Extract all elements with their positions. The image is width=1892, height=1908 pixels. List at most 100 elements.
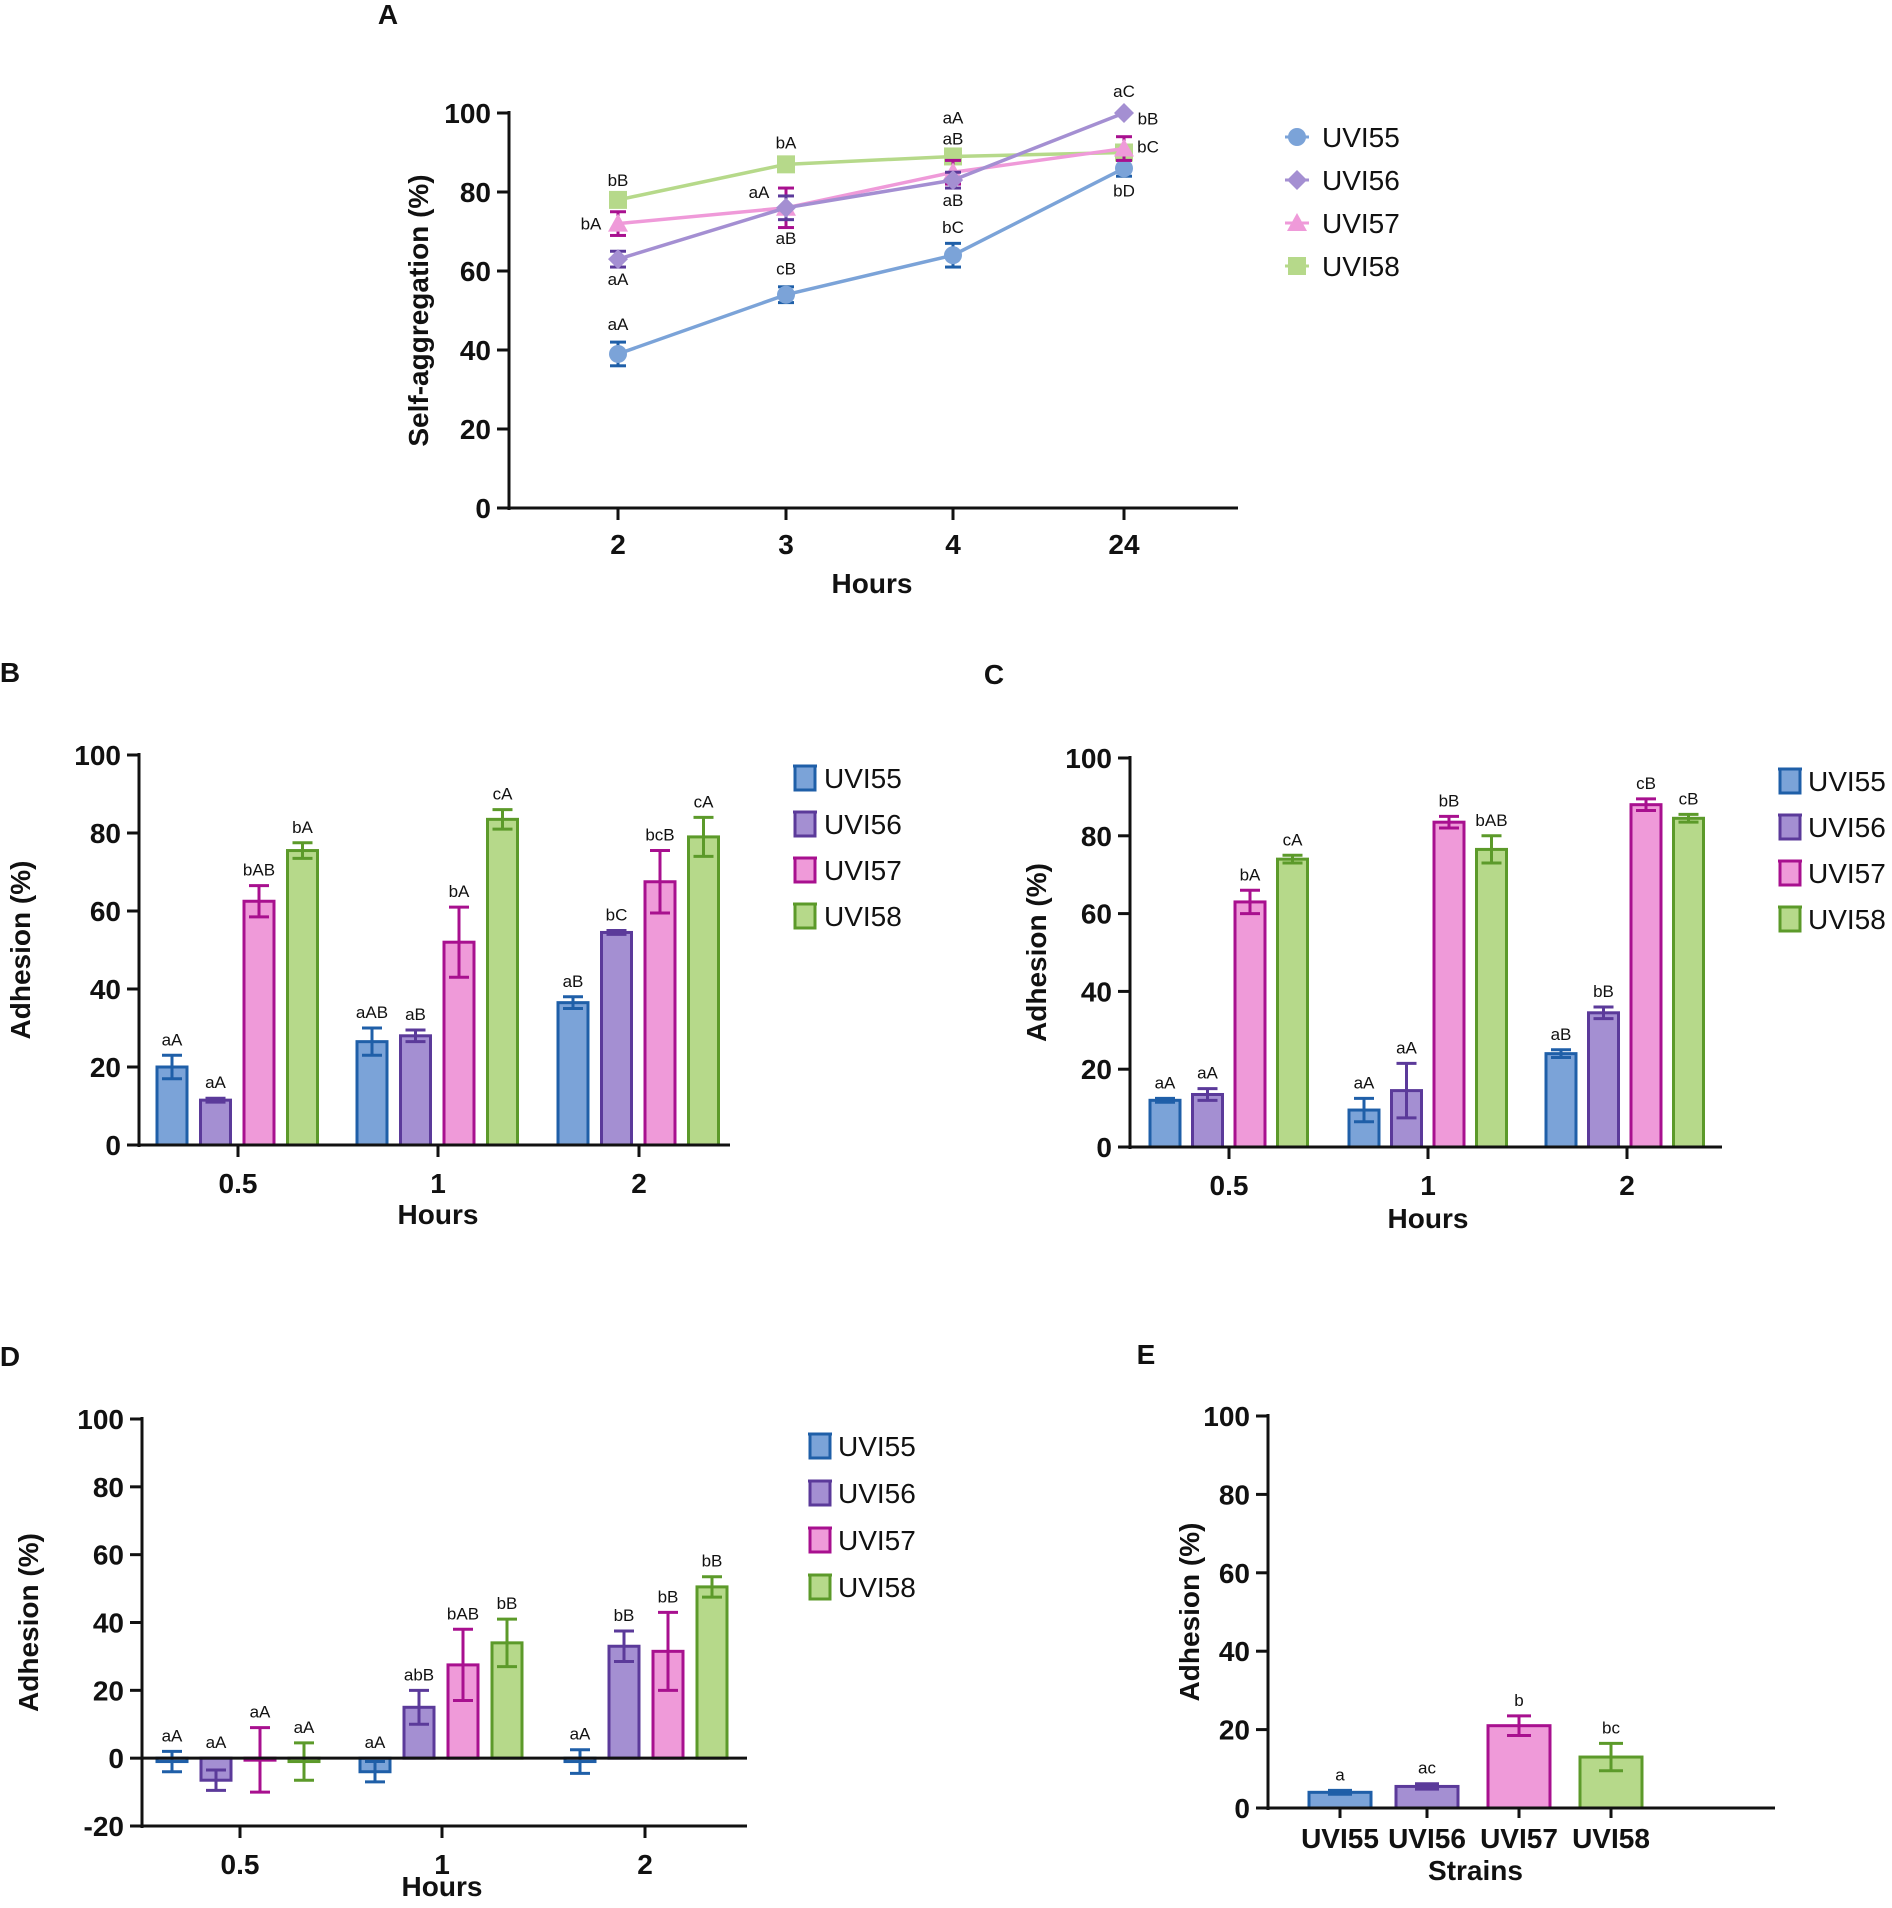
legend-label-uvi57: UVI57 [1808, 858, 1886, 889]
legend-swatch-uvi55 [1778, 767, 1802, 795]
legend-label-uvi58: UVI58 [824, 901, 902, 932]
legend-swatch-uvi56 [793, 810, 817, 838]
legend-label-uvi56: UVI56 [838, 1478, 916, 1509]
marker-uvi55 [609, 344, 627, 363]
x-axis-title: Hours [832, 568, 913, 599]
bar-uvi55-2 [556, 1001, 590, 1147]
significance-label: bA [449, 882, 470, 901]
significance-label: aB [405, 1005, 426, 1024]
panel-letter-e: E [1137, 1339, 1156, 1370]
significance-label: aB [563, 972, 584, 991]
y-tick-label: 0 [475, 493, 491, 524]
legend-swatch-uvi58 [793, 902, 817, 930]
y-tick-label: -20 [84, 1811, 124, 1842]
significance-label: bB [658, 1587, 679, 1606]
x-tick-label-2: 2 [610, 529, 626, 560]
significance-label: aA [365, 1733, 386, 1752]
legend-label-uvi57: UVI57 [1322, 208, 1400, 239]
y-tick-label: 80 [93, 1472, 124, 1503]
significance-label: bB [1593, 982, 1614, 1001]
legend-swatch-uvi57 [1778, 859, 1802, 887]
significance-label: bA [1240, 865, 1261, 884]
significance-label: cB [1679, 789, 1699, 808]
bar-uvi58-2 [1672, 816, 1705, 1149]
bar-uvi55-2 [1544, 1052, 1578, 1149]
y-tick-label: 100 [444, 98, 491, 129]
marker-uvi55 [777, 285, 795, 304]
series-line-uvi58 [617, 150, 1125, 202]
significance-label: cA [1283, 830, 1304, 849]
y-tick-label: 100 [74, 740, 121, 771]
x-tick-label-3: 3 [778, 529, 794, 560]
significance-label: bC [1137, 138, 1159, 157]
significance-label: ac [1418, 1759, 1436, 1778]
x-tick-label-4: 4 [945, 529, 961, 560]
significance-label: abB [404, 1665, 434, 1684]
legend-label-uvi55: UVI55 [838, 1431, 916, 1462]
series-uvi58: aA bB bB [287, 1552, 729, 1782]
x-tick-label-uvi56: UVI56 [1388, 1823, 1466, 1854]
panel-a: A 0 20 40 60 80 100 Self-aggregation (%) 2 3 4 24 Ho… [378, 0, 1400, 599]
series-uvi56: aA aA bB [1191, 982, 1620, 1149]
series-uvi57: bA aA aB bC [581, 129, 1159, 237]
x-tick-label-2: 2 [1619, 1170, 1635, 1201]
legend-label-uvi56: UVI56 [1808, 812, 1886, 843]
significance-label: bB [608, 171, 629, 190]
significance-label: b [1514, 1691, 1523, 1710]
bar-uvi55-0-5 [1148, 1098, 1182, 1149]
legend-swatch-uvi55 [793, 764, 817, 792]
bar-uvi56-0-5 [1191, 1092, 1224, 1149]
bar-uvi58-1 [486, 817, 519, 1147]
y-tick-label: 60 [1081, 899, 1112, 930]
significance-label: aA [570, 1725, 591, 1744]
series-uvi56: aA aB bC [199, 906, 633, 1147]
series-line-uvi57 [617, 146, 1125, 226]
marker-uvi58 [777, 155, 795, 174]
legend-label-uvi57: UVI57 [838, 1525, 916, 1556]
bar-uvi58-1 [1475, 847, 1508, 1149]
y-tick-label: 40 [1219, 1636, 1250, 1667]
x-tick-label-2: 2 [631, 1168, 647, 1199]
x-tick-label-uvi57: UVI57 [1480, 1823, 1558, 1854]
significance-label: aA [943, 108, 964, 127]
legend-label-uvi55: UVI55 [1322, 122, 1400, 153]
x-tick-label-0-5: 0.5 [221, 1849, 260, 1880]
legend-swatch-uvi58 [808, 1573, 832, 1601]
y-tick-label: 0 [108, 1743, 124, 1774]
y-tick-label: 0 [1096, 1132, 1112, 1163]
x-tick-label-1: 1 [1420, 1170, 1436, 1201]
y-tick-label: 40 [1081, 976, 1112, 1007]
y-tick-label: 20 [1219, 1715, 1250, 1746]
bar-uvi57-2 [1629, 803, 1663, 1149]
x-axis-title: Hours [1388, 1203, 1469, 1234]
y-tick-label: 40 [90, 974, 121, 1005]
significance-label: bAB [1475, 811, 1507, 830]
y-tick-label: 20 [1081, 1054, 1112, 1085]
significance-label: bB [1138, 110, 1159, 129]
legend-swatch-uvi58 [1778, 905, 1802, 933]
marker-uvi56 [943, 170, 963, 191]
x-axis-title: Strains [1428, 1855, 1523, 1886]
significance-label: aA [162, 1030, 183, 1049]
series-uvi58: bA cA cA [286, 785, 720, 1147]
significance-label: a [1335, 1765, 1345, 1784]
significance-label: bB [497, 1594, 518, 1613]
y-axis-title: Self-aggregation (%) [403, 174, 434, 446]
significance-label: bA [292, 818, 313, 837]
bar-uvi56-0-5 [199, 1098, 232, 1147]
marker-uvi56 [1114, 103, 1134, 123]
bar-uvi56-2 [1587, 1011, 1620, 1149]
significance-label: cB [1636, 774, 1656, 793]
x-tick-label-uvi55: UVI55 [1301, 1823, 1379, 1854]
legend-swatch-uvi57 [808, 1526, 832, 1554]
series-line-uvi56 [617, 111, 1125, 261]
significance-label: bcB [645, 826, 674, 845]
significance-label: bAB [447, 1604, 479, 1623]
bar-uvi56-2 [607, 1644, 641, 1760]
significance-label: aA [162, 1726, 183, 1745]
x-tick-label-0-5: 0.5 [219, 1168, 258, 1199]
bar-uvi56-1 [399, 1034, 432, 1147]
panel-letter-d: D [0, 1341, 20, 1372]
legend-marker [1288, 257, 1306, 275]
y-tick-label: 60 [460, 256, 491, 287]
